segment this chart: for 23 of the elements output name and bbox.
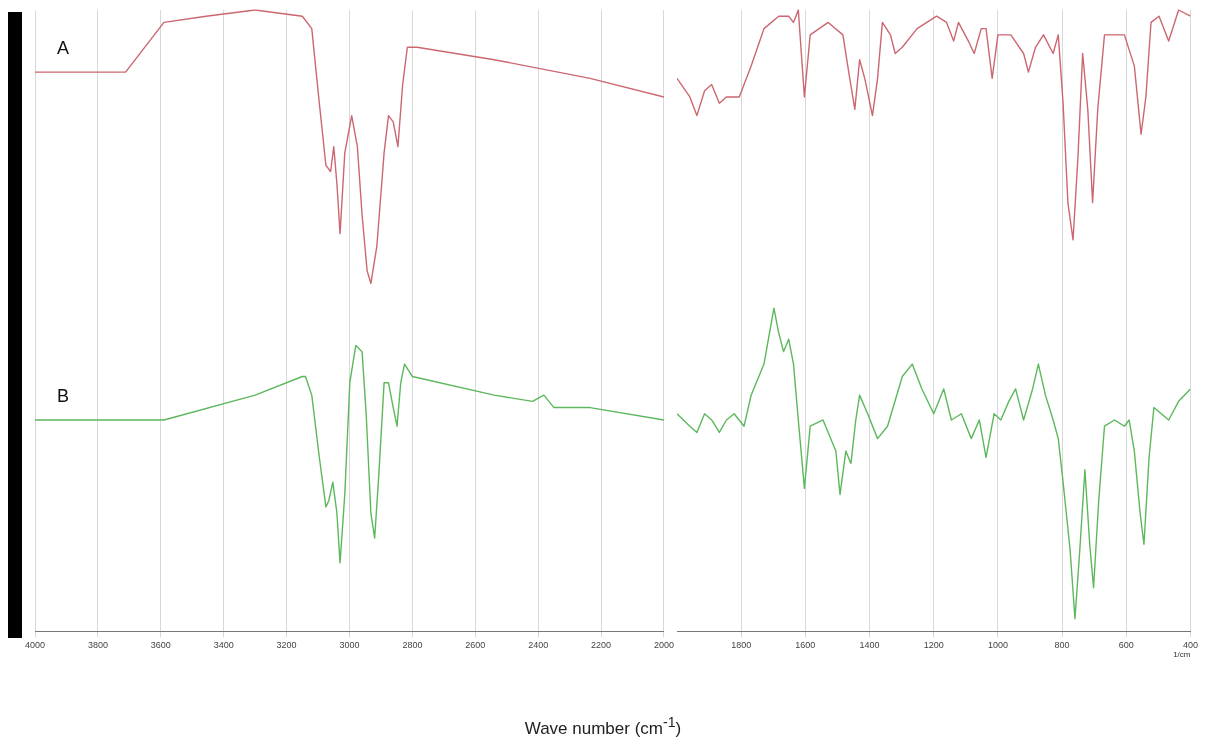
x-tick-label: 1600	[795, 640, 816, 651]
x-tick-label: 800	[1054, 640, 1070, 651]
x-tick-label: 2600	[465, 640, 486, 651]
x-tick-label: 3000	[339, 640, 360, 651]
x-tick-label: 2000	[653, 640, 674, 651]
x-tick-label: 3800	[87, 640, 108, 651]
x-tick-label: 400	[1182, 640, 1199, 651]
x-tick-label: 1800	[731, 640, 752, 651]
series-label: A	[57, 38, 70, 59]
x-tick-label: 2800	[402, 640, 423, 651]
series-label: B	[57, 385, 70, 406]
x-tick-label: 3200	[276, 640, 297, 651]
x-tick-label: 1400	[859, 640, 880, 651]
x-tick-label: 2400	[528, 640, 549, 651]
x-tick-label: 3400	[213, 640, 234, 651]
text: 1/cm	[1173, 650, 1191, 660]
x-tick-label: 1000	[987, 640, 1008, 651]
x-tick-label: 2200	[591, 640, 612, 651]
x-tick-label: 600	[1118, 640, 1134, 651]
x-tick-label: 3600	[150, 640, 171, 651]
x-axis-title: Wave number (cm$^{-1}$)	[523, 714, 683, 739]
x-tick-label: 4000	[25, 640, 46, 651]
x-tick-label: 1200	[923, 640, 944, 651]
